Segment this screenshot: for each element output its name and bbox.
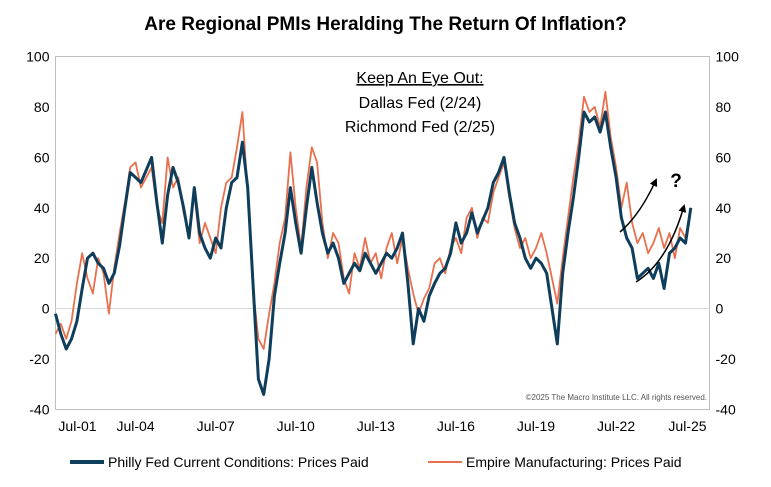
series-layer bbox=[54, 90, 693, 396]
y-tick-label-right: 60 bbox=[716, 149, 732, 165]
y-tick-label-left: 100 bbox=[26, 49, 50, 65]
question-mark: ? bbox=[670, 171, 682, 192]
x-tick-label: Jul-07 bbox=[197, 418, 235, 434]
y-tick-label-right: -20 bbox=[716, 351, 736, 367]
series-line-philly bbox=[54, 110, 693, 396]
y-tick-label-left: 0 bbox=[42, 301, 50, 317]
y-tick-label-right: -40 bbox=[716, 402, 736, 418]
y-tick-label-right: 40 bbox=[716, 200, 732, 216]
y-axis-left: -40 -20 0 20 40 60 80 100 bbox=[26, 49, 50, 418]
x-tick-label: Jul-10 bbox=[277, 418, 315, 434]
x-tick-label: Jul-22 bbox=[597, 418, 635, 434]
copyright-credit: ©2025 The Macro Institute LLC. All right… bbox=[526, 393, 707, 402]
annotation-line-1: Dallas Fed (2/24) bbox=[359, 95, 482, 112]
y-tick-label-left: 60 bbox=[34, 149, 50, 165]
x-tick-label: Jul-13 bbox=[357, 418, 395, 434]
x-tick-label: Jul-19 bbox=[517, 418, 555, 434]
x-tick-label: Jul-04 bbox=[117, 418, 155, 434]
trend-arrow-lower bbox=[635, 204, 687, 283]
x-tick-label: Jul-16 bbox=[437, 418, 475, 434]
x-tick-label: Jul-25 bbox=[668, 418, 706, 434]
y-tick-label-right: 20 bbox=[716, 250, 732, 266]
legend-label-philly: Philly Fed Current Conditions: Prices Pa… bbox=[108, 454, 369, 470]
x-axis: Jul-01 Jul-04 Jul-07 Jul-10 Jul-13 Jul-16 Jul-… bbox=[58, 418, 706, 434]
series-line-empire bbox=[54, 90, 692, 350]
x-tick-label: Jul-01 bbox=[58, 418, 96, 434]
y-tick-label-right: 80 bbox=[716, 99, 732, 115]
chart-title: Are Regional PMIs Heralding The Return O… bbox=[144, 14, 627, 35]
y-tick-label-left: 80 bbox=[34, 99, 50, 115]
annotation-line-2: Richmond Fed (2/25) bbox=[345, 119, 495, 136]
legend: Philly Fed Current Conditions: Prices Pa… bbox=[70, 454, 682, 470]
y-tick-label-left: -40 bbox=[29, 402, 49, 418]
plot-frame bbox=[55, 56, 710, 410]
y-tick-label-left: 20 bbox=[34, 250, 50, 266]
y-axis-right: -40 -20 0 20 40 60 80 100 bbox=[716, 49, 740, 418]
y-tick-label-left: 40 bbox=[34, 200, 50, 216]
y-tick-label-left: -20 bbox=[29, 351, 49, 367]
trend-arrow-upper bbox=[619, 178, 658, 233]
annotation-heading: Keep An Eye Out: bbox=[356, 70, 483, 87]
y-tick-label-right: 0 bbox=[716, 301, 724, 317]
y-tick-label-right: 100 bbox=[716, 49, 740, 65]
legend-label-empire: Empire Manufacturing: Prices Paid bbox=[466, 454, 682, 470]
